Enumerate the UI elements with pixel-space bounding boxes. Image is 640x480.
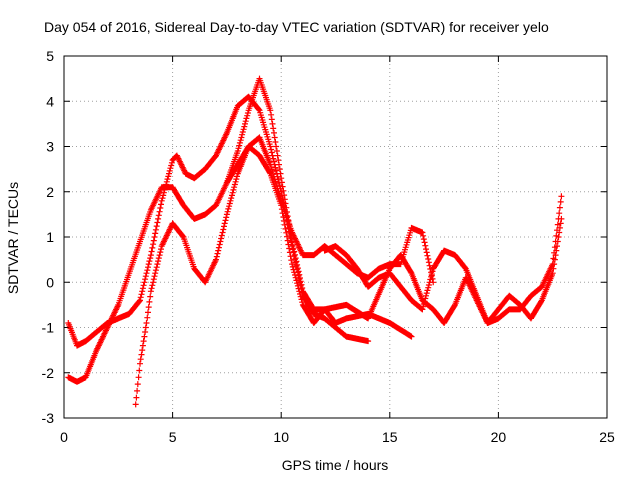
series-track-3 [132,134,437,408]
x-tick-label: 10 [273,429,289,445]
axis-ticks [63,55,608,419]
y-tick-label: 3 [46,139,54,155]
plot-frame [63,55,608,419]
x-tick-label: 5 [169,429,177,445]
grid-lines [64,56,607,418]
x-tick-label: 0 [60,429,68,445]
y-tick-label: 1 [46,229,54,245]
x-axis-label: GPS time / hours [282,457,389,473]
y-tick-label: 4 [46,93,54,109]
series-track-5 [321,215,565,326]
series-markers [132,134,437,408]
data-points [65,75,565,408]
x-tick-label: 20 [491,429,507,445]
x-tick-label: 15 [382,429,398,445]
y-tick-label: 0 [46,274,54,290]
series-track-2 [65,75,415,385]
chart-title: Day 054 of 2016, Sidereal Day-to-day VTE… [44,19,549,35]
series-markers [321,215,565,326]
y-tick-label: -3 [42,410,55,426]
y-tick-label: 5 [46,48,54,64]
y-tick-label: 2 [46,184,54,200]
y-tick-label: -2 [42,365,55,381]
tick-labels: 0 5 10 15 20 25 -3 -2 -1 0 1 2 3 4 5 [42,48,615,445]
x-tick-label: 25 [599,429,615,445]
series-markers [65,75,415,385]
y-tick-label: -1 [42,320,55,336]
y-axis-label: SDTVAR / TECUs [5,182,21,294]
